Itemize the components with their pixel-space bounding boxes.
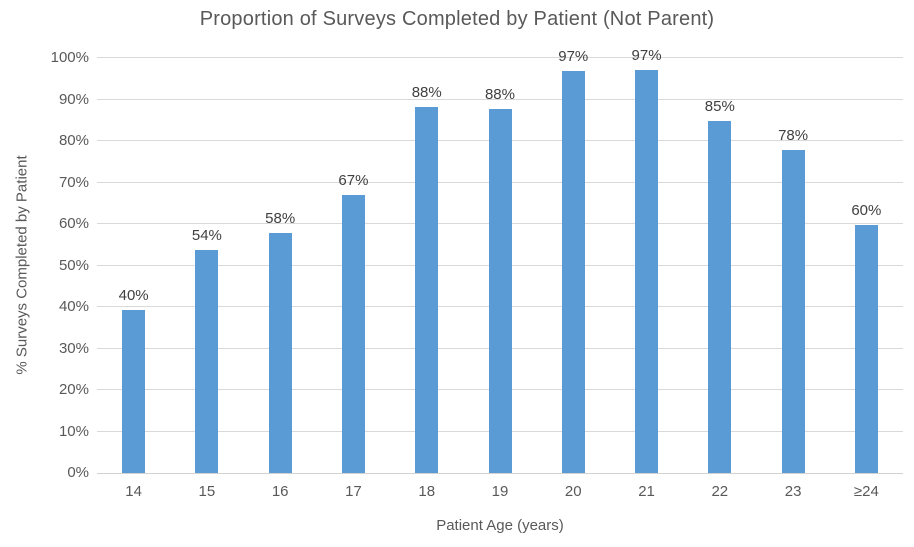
bar-≥24 <box>854 224 878 473</box>
y-tick-label: 70% <box>58 173 89 191</box>
y-tick-label: 0% <box>67 464 89 481</box>
gridline <box>97 98 903 100</box>
bar-23 <box>781 150 805 473</box>
gridline <box>97 57 903 58</box>
bar-22 <box>708 121 732 473</box>
x-tick-label-14: 14 <box>125 483 142 500</box>
bar-16 <box>268 232 292 473</box>
bar-value-label: 58% <box>265 209 296 227</box>
x-axis-tick-labels: 14 15 16 17 18 19 20 21 22 23 ≥24 <box>97 483 903 503</box>
y-tick-label: 80% <box>58 132 89 149</box>
x-tick-label-16: 16 <box>271 483 289 500</box>
x-tick-label-17: 17 <box>345 483 362 500</box>
bar-value-label: 67% <box>338 171 369 189</box>
y-tick-label: 60% <box>58 215 89 232</box>
bar-21 <box>635 69 659 473</box>
bar-value-label: 88% <box>411 83 442 101</box>
x-tick-label-≥24: ≥24 <box>853 483 879 500</box>
x-tick-label-15: 15 <box>198 483 216 500</box>
y-tick-label: 100% <box>50 49 89 66</box>
bar-value-label: 60% <box>851 201 882 219</box>
x-tick-label-19: 19 <box>491 483 509 500</box>
y-tick-label: 10% <box>58 422 89 440</box>
y-tick-label: 20% <box>58 381 89 398</box>
bar-value-label: 40% <box>118 286 149 304</box>
x-axis-line <box>97 473 903 474</box>
y-tick-label: 40% <box>58 298 89 315</box>
bar-value-label: 78% <box>778 127 809 145</box>
bar-value-label: 88% <box>484 86 515 104</box>
bar-value-label: 85% <box>704 98 735 116</box>
x-tick-label-21: 21 <box>638 483 655 500</box>
y-tick-label: 50% <box>58 256 89 274</box>
x-tick-label-18: 18 <box>418 483 436 500</box>
bar-18 <box>415 106 439 473</box>
x-tick-label-22: 22 <box>711 483 729 500</box>
bar-value-label: 54% <box>191 226 222 244</box>
x-tick-label-20: 20 <box>564 483 582 500</box>
bar-14 <box>122 309 146 473</box>
bar-19 <box>488 109 512 473</box>
chart-title: Proportion of Surveys Completed by Patie… <box>199 8 715 30</box>
y-tick-label: 90% <box>58 90 89 108</box>
bar-value-label: 97% <box>631 46 662 64</box>
bar-value-label: 97% <box>558 48 589 66</box>
bar-15 <box>195 249 219 473</box>
y-tick-label: 30% <box>58 339 89 357</box>
bar-17 <box>341 194 365 473</box>
bar-20 <box>561 71 585 473</box>
x-tick-label-23: 23 <box>784 483 802 500</box>
plot-area: 40% 54% 58% 67% 88% 88% 97% 97% 85% 78% 60% <box>97 47 903 474</box>
x-axis-title: Patient Age (years) <box>436 517 564 534</box>
